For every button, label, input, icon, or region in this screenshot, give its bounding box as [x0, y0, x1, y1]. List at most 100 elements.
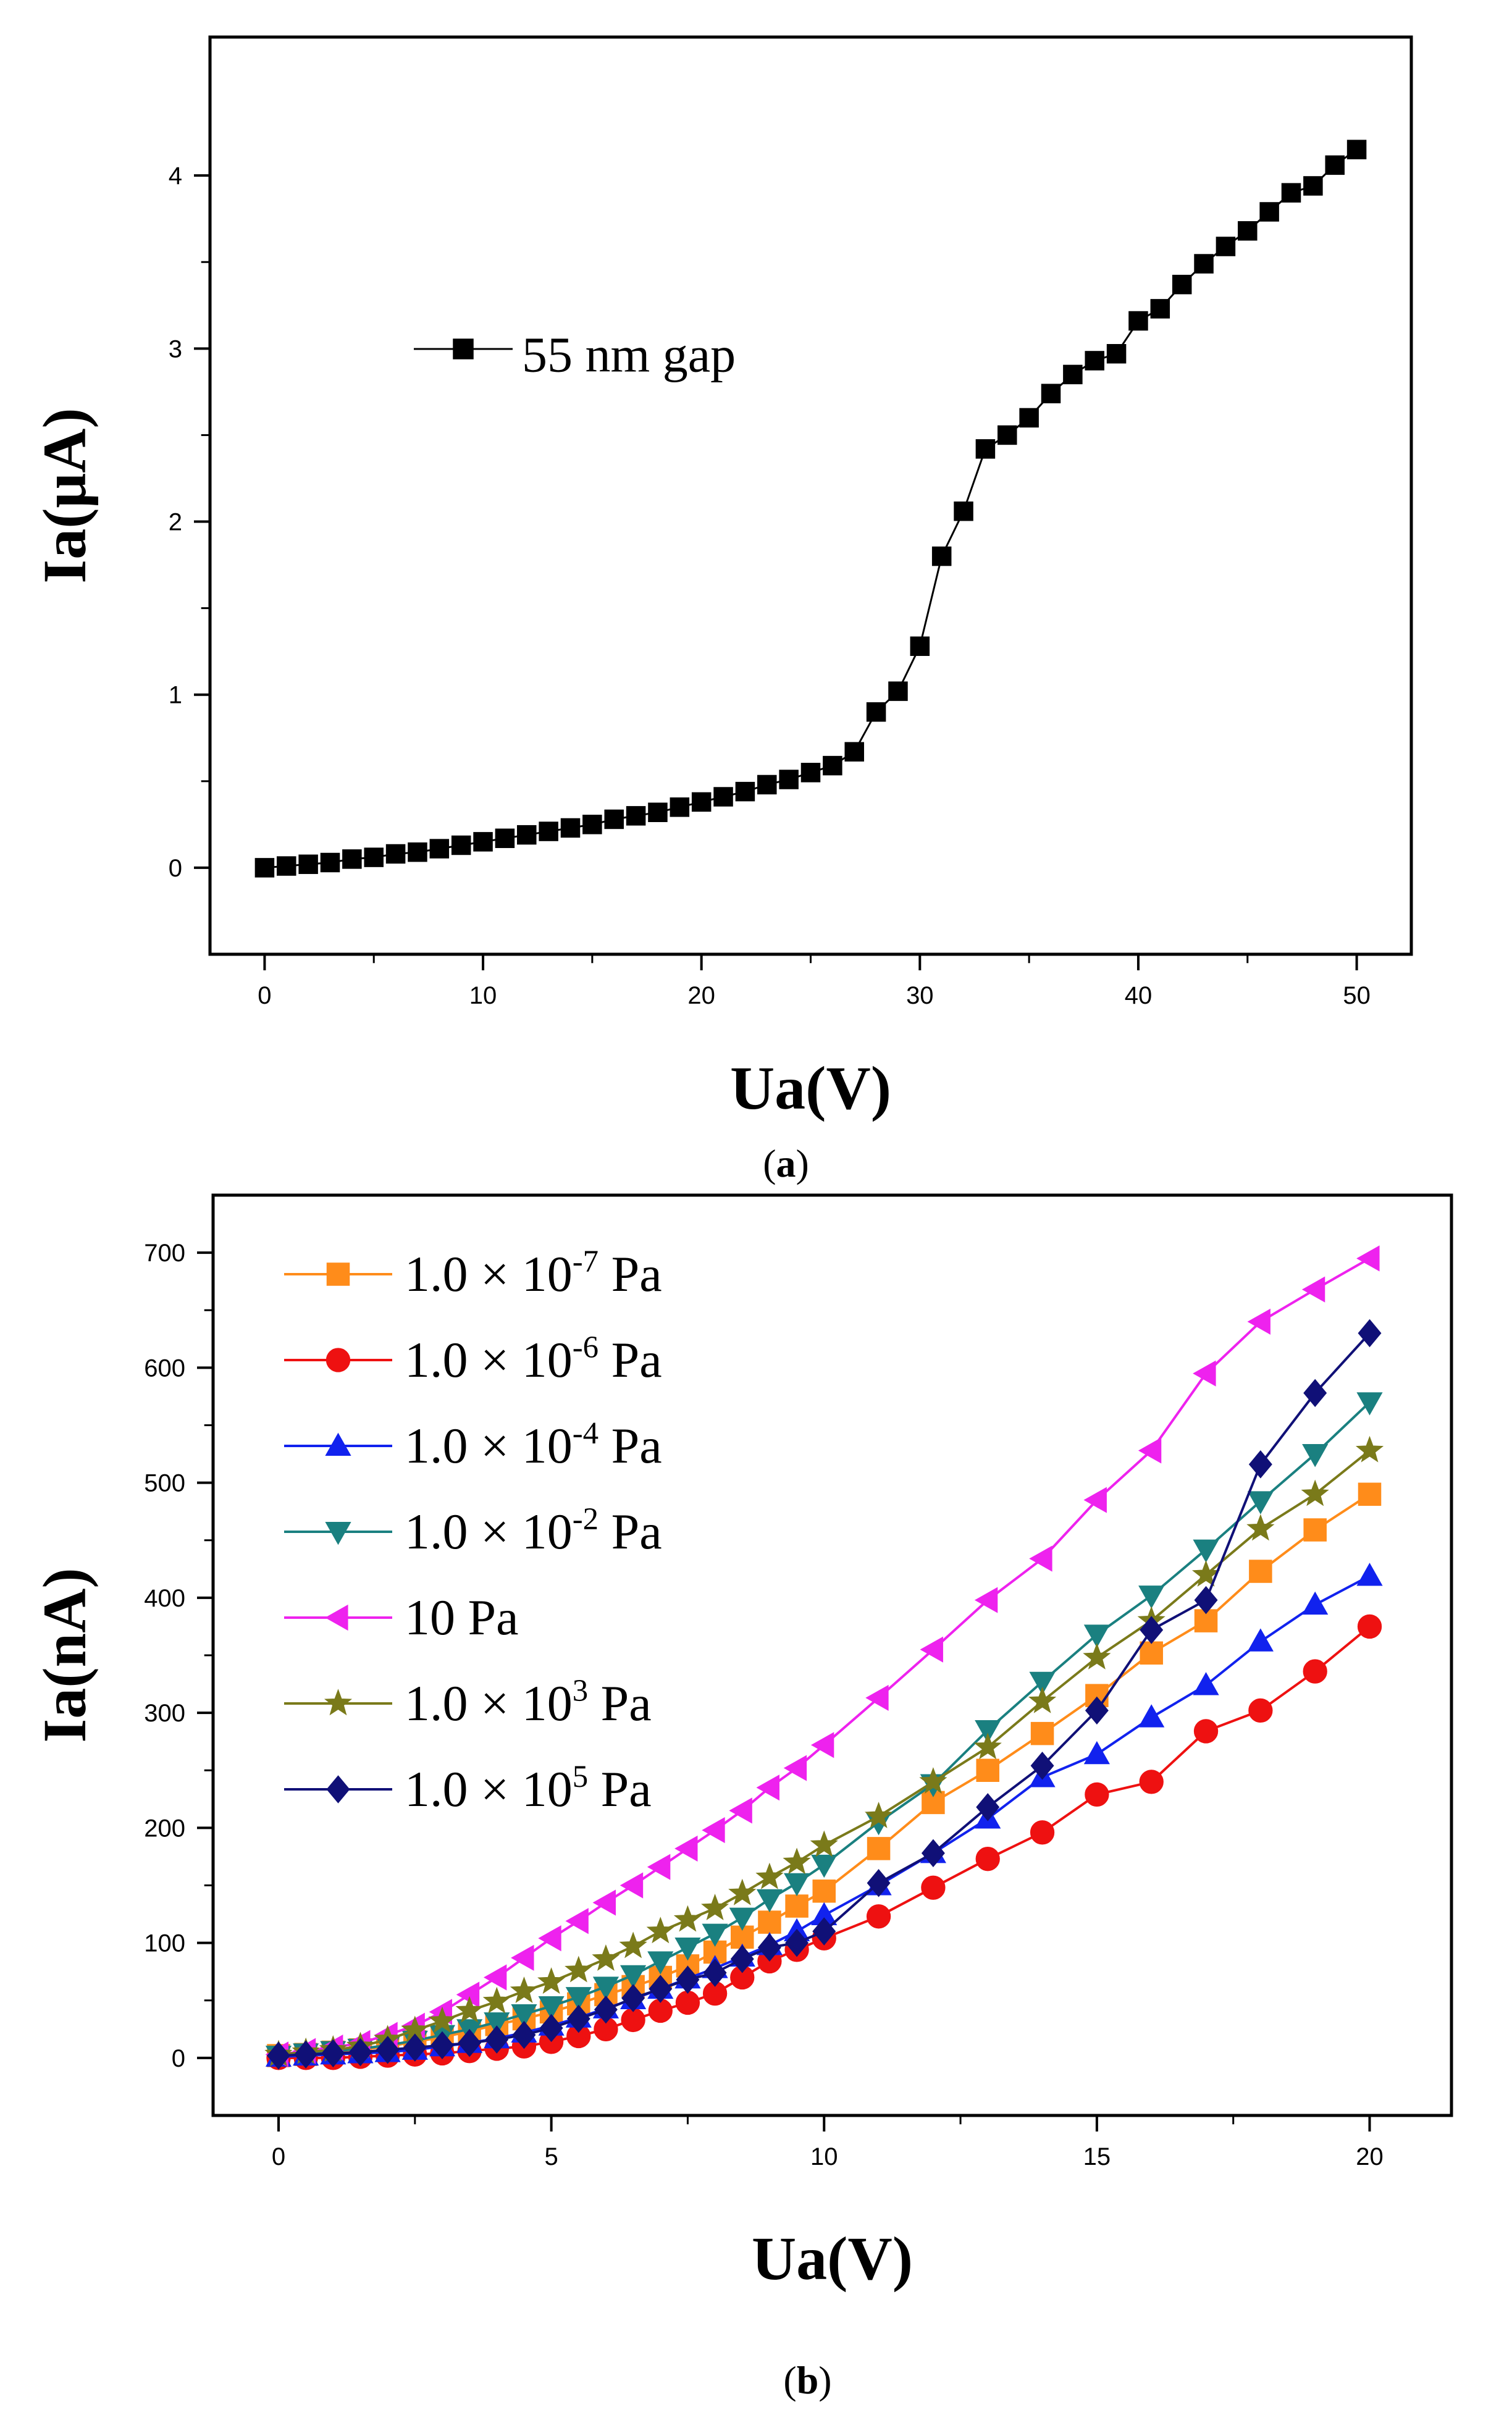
data-point [1030, 1820, 1055, 1845]
data-point [647, 1951, 674, 1975]
legend-label: 55 nm gap [522, 326, 736, 382]
legend-label: 1.0 × 105 Pa [405, 1759, 652, 1817]
data-point [844, 742, 864, 762]
data-point [620, 1965, 647, 1989]
data-point [565, 1987, 592, 2010]
data-point [1085, 351, 1104, 371]
data-point [1358, 1319, 1382, 1348]
series-7 [267, 1319, 1382, 2070]
data-point [1303, 1518, 1327, 1542]
panel-letter-b: b [797, 2358, 819, 2402]
data-point [604, 809, 624, 830]
data-point [1083, 1642, 1111, 1670]
data-point [1030, 1721, 1054, 1745]
data-point [1301, 1276, 1325, 1303]
legend-label-exponent: 5 [573, 1759, 588, 1794]
y-tick-label: 200 [144, 1815, 185, 1842]
legend-a: 55 nm gap [414, 326, 736, 382]
data-point [1356, 1245, 1380, 1272]
legend-label-base: 1.0 × 10 [405, 1503, 573, 1560]
data-point [1085, 1696, 1109, 1725]
legend-label-exponent: -4 [573, 1416, 598, 1450]
y-tick-label: 0 [172, 2045, 185, 2072]
legend-marker [325, 1432, 351, 1456]
legend-entry: 1.0 × 10-6 Pa [284, 1330, 662, 1388]
data-point [691, 792, 712, 812]
legend-label-base: 1.0 × 10 [405, 1761, 573, 1817]
legend-label: 1.0 × 10-2 Pa [405, 1502, 662, 1560]
data-point [429, 839, 450, 859]
data-point [1138, 1586, 1165, 1609]
data-point [674, 1938, 701, 1961]
legend-label-unit: Pa [588, 1761, 652, 1817]
data-point [649, 1975, 673, 2003]
data-point [730, 1944, 754, 1973]
data-point [867, 1837, 891, 1860]
legend-label-base: 1.0 × 10 [405, 1332, 573, 1388]
data-point [1303, 1659, 1327, 1684]
panel-caption-b: (b) [783, 2358, 831, 2402]
legend-label-unit: Pa [588, 1675, 652, 1731]
data-point [1325, 155, 1345, 175]
data-point [1303, 1379, 1327, 1408]
data-point [1246, 1514, 1275, 1541]
panel-b: 0 5 10 15 20 0 100 200 300 400 500 600 700 1.0 × 10… [30, 1193, 1453, 2402]
x-ticks-b: 0 5 10 15 20 [272, 2115, 1384, 2170]
data-point [277, 856, 296, 876]
data-point [428, 2006, 456, 2033]
legend-marker [453, 338, 474, 359]
x-tick-label: 20 [1356, 2143, 1384, 2170]
x-tick-label: 10 [810, 2143, 838, 2170]
y-tick-label: 3 [169, 335, 182, 363]
data-point [320, 852, 340, 873]
y-tick-label: 600 [144, 1354, 185, 1382]
legend-marker [325, 1604, 348, 1631]
data-point [620, 1872, 644, 1899]
data-point [267, 2041, 290, 2070]
data-point [565, 1908, 589, 1934]
data-point [1083, 1741, 1110, 1765]
legend-label-unit: Pa [598, 1418, 662, 1474]
data-point [954, 501, 973, 521]
x-tick-label: 40 [1125, 982, 1153, 1009]
data-point [975, 1720, 1001, 1744]
y-axis-label-a: Ia(μA) [30, 408, 99, 583]
data-point [735, 781, 755, 802]
legend-entry: 1.0 × 10-4 Pa [284, 1416, 662, 1474]
y-ticks-a: 0 1 2 3 4 [169, 162, 210, 882]
data-point [785, 1894, 808, 1918]
data-point [783, 1847, 811, 1875]
data-point [1193, 1719, 1219, 1744]
legend-label-unit: Pa [598, 1503, 662, 1560]
data-point [592, 1976, 620, 2000]
data-point [294, 2040, 318, 2069]
data-point [254, 858, 275, 878]
data-point [974, 1587, 998, 1613]
data-point [1019, 408, 1039, 428]
legend-label-unit: Pa [598, 1246, 662, 1302]
data-point [702, 1817, 725, 1844]
data-point [674, 1835, 698, 1862]
data-point [1248, 1698, 1273, 1723]
y-tick-label: 0 [169, 855, 182, 882]
y-tick-label: 2 [169, 509, 182, 536]
data-point [1355, 1435, 1384, 1463]
data-point [729, 1907, 755, 1931]
data-point [866, 1904, 891, 1929]
data-point [702, 1923, 728, 1947]
legend-label-unit: Pa [598, 1332, 662, 1388]
data-point [812, 1880, 836, 1903]
data-point [1346, 140, 1367, 159]
data-point [701, 1894, 729, 1920]
series-1 [254, 140, 1367, 878]
data-point [1194, 1586, 1218, 1615]
x-axis-label-a: Ua(V) [730, 1054, 891, 1122]
data-point [1302, 1444, 1329, 1468]
data-point [1301, 1479, 1329, 1506]
data-point [517, 825, 537, 845]
legend-marker [325, 1521, 351, 1545]
x-tick-label: 30 [906, 982, 934, 1009]
data-point [458, 2028, 482, 2057]
